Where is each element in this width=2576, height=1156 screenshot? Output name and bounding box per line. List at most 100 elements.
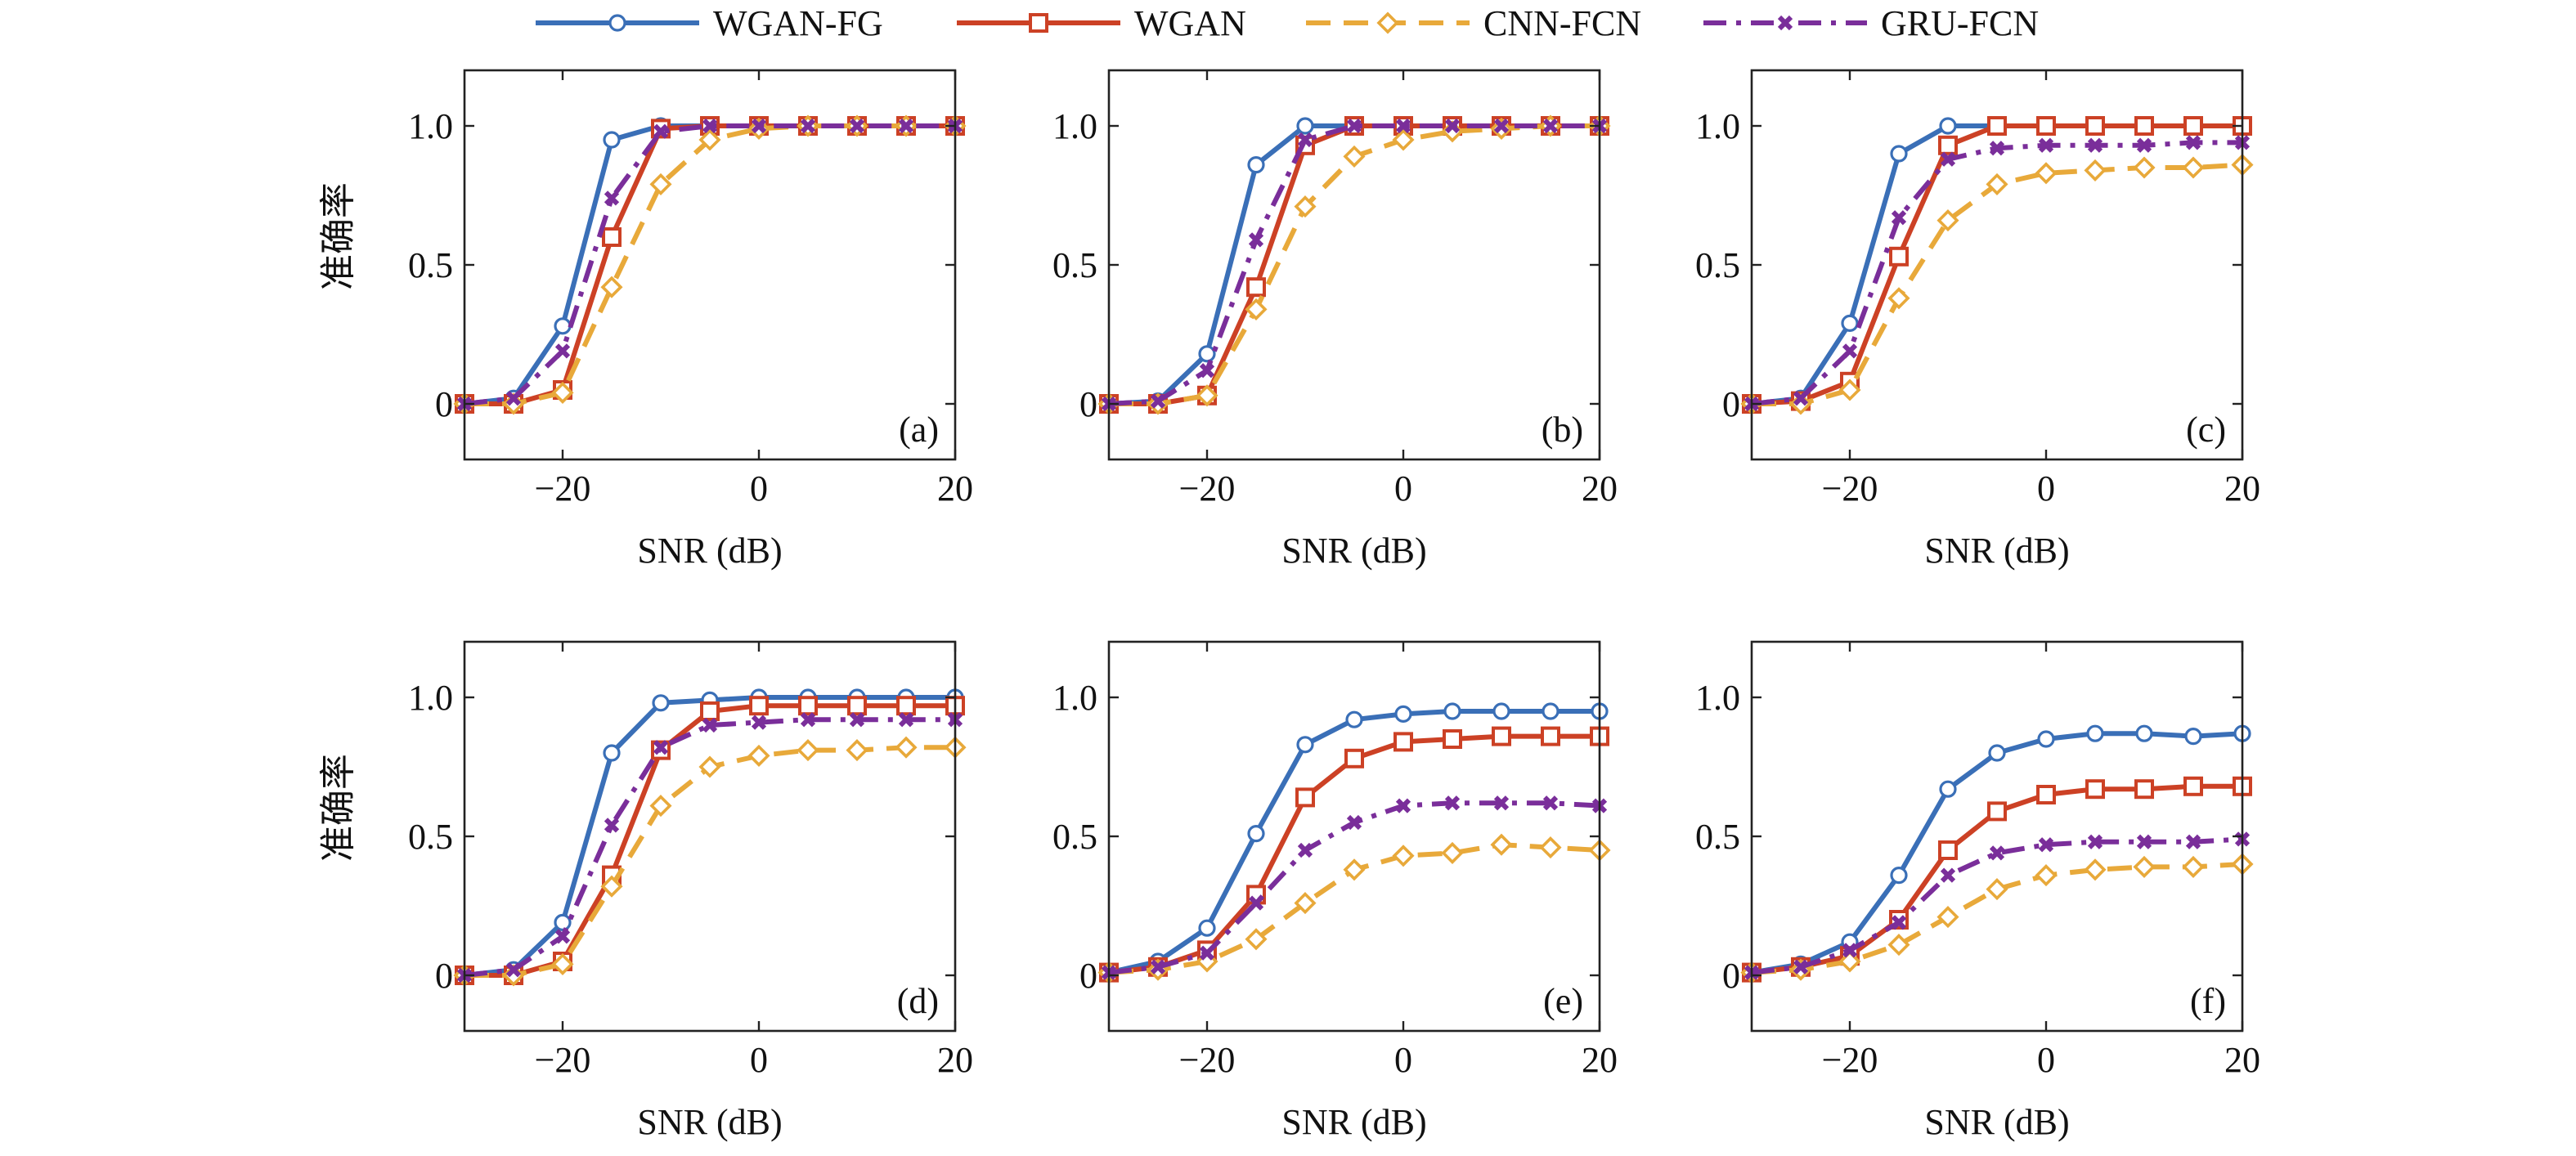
series-wgan-fg — [456, 688, 964, 984]
series-line — [464, 703, 955, 978]
data-point — [1889, 246, 1909, 267]
data-point — [1248, 232, 1264, 248]
data-point — [2184, 727, 2202, 746]
data-point — [2135, 724, 2153, 742]
data-point — [1343, 858, 1366, 881]
panel-label: (a) — [899, 410, 939, 450]
data-point — [602, 227, 622, 247]
data-point — [1345, 710, 1363, 728]
series-wgan — [455, 696, 965, 985]
data-point — [1492, 702, 1510, 720]
data-point — [1989, 845, 2005, 861]
data-point — [2133, 855, 2156, 878]
chart-panel-a: −20 0 20 0 0.5 1.0 SNR (dB) 准确率 (a) — [318, 69, 973, 571]
x-tick-label: 0 — [1394, 468, 1412, 509]
plot-area — [1740, 724, 2254, 984]
data-point — [2182, 855, 2205, 878]
panel-label: (c) — [2186, 410, 2226, 450]
x-axis-label: SNR (dB) — [1281, 531, 1426, 571]
data-point — [1542, 118, 1559, 134]
series-line — [464, 745, 955, 978]
legend: WGAN-FG WGAN CNN-FCN GRU-FCN — [536, 3, 2039, 43]
data-point — [2134, 779, 2154, 800]
data-point — [1890, 866, 1908, 885]
series-cnn-fcn — [453, 736, 967, 987]
series-line — [464, 717, 955, 978]
data-point — [1198, 919, 1216, 937]
data-point — [1539, 836, 1562, 859]
data-point — [505, 962, 522, 978]
series-cnn-fcn — [1097, 114, 1611, 415]
legend-label: GRU-FCN — [1881, 3, 2039, 43]
data-point — [604, 818, 620, 833]
x-axis-label: SNR (dB) — [637, 1102, 782, 1142]
data-point — [2185, 834, 2201, 849]
data-point — [1988, 744, 2006, 762]
series-line — [1108, 733, 1600, 975]
data-point — [1940, 867, 1956, 883]
data-point — [2134, 116, 2154, 136]
data-point — [653, 123, 669, 139]
data-point — [849, 118, 865, 134]
data-point — [1346, 814, 1362, 831]
data-point — [1887, 934, 1910, 957]
y-tick-label: 0 — [1722, 384, 1740, 424]
data-point — [1346, 118, 1362, 134]
data-point — [800, 118, 816, 134]
legend-entry-wgan-fg: WGAN-FG — [536, 3, 883, 43]
data-point — [2182, 156, 2205, 179]
data-point — [1940, 151, 1956, 167]
data-point — [1392, 845, 1415, 867]
data-point — [1248, 895, 1264, 911]
x-axis-label: SNR (dB) — [1924, 531, 2069, 571]
data-point — [1297, 842, 1313, 858]
data-point — [1294, 195, 1317, 218]
axis-frame — [1750, 640, 2244, 1033]
data-point — [749, 696, 769, 716]
data-point — [649, 795, 672, 818]
x-axis-label: SNR (dB) — [1924, 1102, 2069, 1142]
legend-label: WGAN-FG — [713, 3, 883, 43]
data-point — [2035, 864, 2058, 887]
data-point — [1150, 393, 1166, 409]
chart-panel-b: −20 0 20 0 0.5 1.0 SNR (dB) (b) — [1052, 69, 1618, 571]
data-point — [1936, 209, 1959, 232]
data-point — [1245, 298, 1268, 320]
data-point — [898, 118, 914, 134]
legend-marker-icon — [608, 14, 626, 32]
y-tick-label: 1.0 — [1695, 678, 1740, 718]
x-tick-label: −20 — [1822, 468, 1878, 509]
data-point — [1296, 117, 1314, 135]
series-line — [1108, 123, 1600, 406]
x-tick-label: 0 — [2037, 1040, 2055, 1080]
axis-frame — [1107, 640, 1601, 1033]
x-tick-label: −20 — [1179, 468, 1236, 509]
data-point — [2084, 159, 2107, 181]
plot-area — [1097, 114, 1611, 415]
data-point — [1939, 117, 1957, 135]
data-point — [551, 952, 574, 975]
data-point — [1793, 391, 1809, 406]
y-tick-label: 0 — [1079, 956, 1097, 996]
x-tick-label: 20 — [2224, 468, 2260, 509]
panel-label: (b) — [1542, 410, 1583, 450]
data-point — [1199, 363, 1215, 379]
y-tick-label: 0.5 — [408, 817, 453, 857]
data-point — [2085, 116, 2105, 136]
x-tick-label: −20 — [535, 1040, 591, 1080]
data-point — [1493, 118, 1510, 134]
data-point — [1492, 726, 1511, 746]
data-point — [1490, 833, 1513, 856]
data-point — [1247, 824, 1265, 843]
x-tick-label: 20 — [937, 468, 973, 509]
data-point — [1344, 748, 1364, 768]
y-tick-label: 0.5 — [1695, 245, 1740, 285]
data-point — [1838, 379, 1861, 401]
x-tick-label: 0 — [750, 468, 768, 509]
data-point — [551, 381, 574, 404]
data-point — [1842, 343, 1858, 359]
data-point — [653, 740, 669, 755]
data-point — [702, 118, 718, 134]
data-point — [1443, 702, 1461, 720]
